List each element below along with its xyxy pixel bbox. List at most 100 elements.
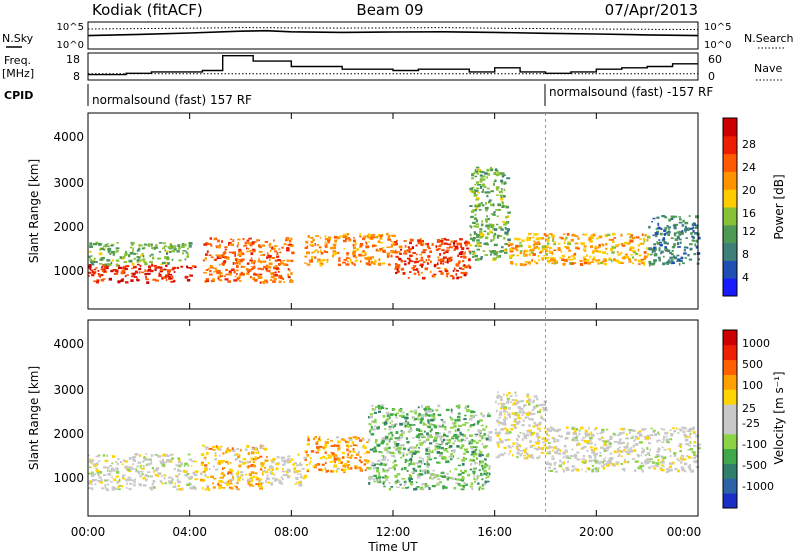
data-cell [632,429,637,432]
data-cell [409,271,412,273]
data-cell [248,242,252,245]
data-cell [167,476,172,479]
data-cell [224,275,226,278]
data-cell [488,199,492,202]
data-cell [558,236,563,239]
data-cell [140,254,144,257]
data-cell [151,488,153,491]
data-cell [98,242,102,246]
data-cell [222,467,226,470]
data-cell [424,409,427,412]
data-cell [657,256,661,259]
data-cell [547,452,551,455]
data-cell [413,409,418,412]
data-cell [368,258,372,261]
data-cell [209,265,213,268]
data-cell [588,432,591,436]
data-cell [133,276,138,278]
data-cell [274,273,278,277]
data-cell [435,432,440,435]
data-cell [378,451,381,453]
data-cell [276,252,279,255]
data-cell [260,254,265,256]
data-cell [595,259,597,262]
data-cell [626,233,631,236]
data-cell [469,224,472,228]
data-cell [401,415,405,419]
data-cell [101,269,105,273]
data-cell [139,264,142,268]
sky-right-top-tick: 10^5 [704,22,731,33]
data-cell [411,246,414,249]
data-cell [419,259,421,262]
data-cell [427,456,430,459]
data-cell [527,398,532,402]
data-cell [305,451,308,454]
data-cell [266,474,269,477]
data-cell [627,451,631,454]
data-cell [606,464,610,467]
data-cell [689,227,694,230]
data-cell [522,255,525,258]
data-cell [450,454,453,457]
data-cell [655,462,660,466]
data-cell [110,245,114,247]
data-cell [571,438,574,441]
data-cell [368,241,370,243]
data-cell [534,423,539,427]
data-cell [493,237,496,240]
data-cell [509,250,514,253]
data-cell [450,411,453,414]
data-cell [683,246,688,249]
data-cell [359,235,362,238]
data-cell [413,469,418,473]
data-cell [177,461,182,464]
data-cell [644,428,647,430]
data-cell [133,252,136,255]
data-cell [161,276,164,280]
data-cell [555,429,560,432]
data-cell [507,407,511,410]
data-cell [585,435,588,437]
data-cell [663,241,667,245]
data-cell [375,248,378,252]
data-cell [587,455,592,457]
data-cell [469,458,473,462]
data-cell [588,459,593,463]
data-cell [294,462,298,465]
data-cell [602,467,606,470]
data-cell [411,267,415,270]
data-cell [653,243,656,246]
data-cell [499,399,504,401]
data-cell [652,217,656,220]
data-cell [531,444,536,447]
data-cell [293,470,297,474]
data-cell [138,244,141,247]
data-cell [515,394,518,397]
data-cell [445,476,449,479]
data-cell [432,415,436,419]
data-cell [407,261,411,265]
data-cell [364,469,367,472]
data-cell [175,464,180,467]
data-cell [323,446,327,449]
data-cell [529,431,532,434]
data-cell [486,191,491,194]
data-cell [474,232,478,235]
data-cell [630,234,634,237]
data-cell [415,451,418,454]
data-cell [383,447,386,450]
data-cell [217,239,220,243]
data-cell [193,265,197,268]
data-cell [475,207,479,210]
data-cell [509,261,513,264]
data-cell [107,473,112,476]
data-cell [551,252,554,256]
data-cell [391,424,395,427]
data-cell [89,258,93,262]
data-cell [590,261,594,263]
data-cell [589,446,593,449]
data-cell [98,476,102,479]
data-cell [640,454,643,457]
data-cell [473,452,478,456]
